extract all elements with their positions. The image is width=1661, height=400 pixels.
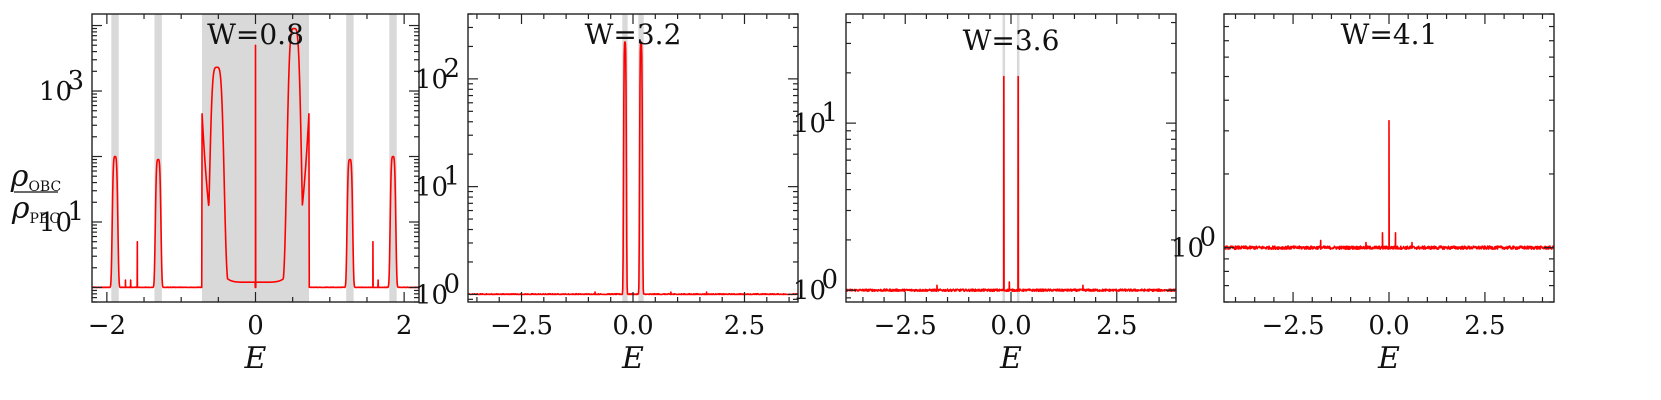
y-tick-label: 10: [39, 77, 72, 107]
y-tick-label: 10: [415, 173, 448, 203]
x-tick-label: 0.0: [1368, 311, 1409, 341]
y-tick-label: 10: [1171, 234, 1204, 264]
y-tick-exponent: 2: [443, 54, 460, 84]
x-axis-label: E: [244, 341, 267, 376]
x-tick-label: 2.5: [724, 311, 765, 341]
x-axis-label: E: [621, 341, 644, 376]
y-tick-exponent: 0: [1199, 223, 1216, 253]
svg-text:ρOBC: ρOBC: [10, 159, 61, 195]
y-tick-label: 10: [415, 280, 448, 310]
x-tick-label: 2: [396, 311, 413, 341]
y-tick-label: 10: [415, 65, 448, 95]
ylabel-numerator-sub: OBC: [28, 179, 61, 195]
x-tick-label: −2.5: [874, 311, 937, 341]
y-tick-exponent: 0: [443, 269, 460, 299]
x-tick-label: −2: [88, 311, 126, 341]
shaded-band: [111, 14, 119, 302]
x-tick-label: −2.5: [1261, 311, 1324, 341]
panel-4: −2.5 0.0 2.5 100 W=4.1 E: [1171, 13, 1555, 376]
series-line: [468, 41, 798, 296]
series-line: [92, 27, 419, 289]
shaded-band: [622, 14, 628, 302]
x-tick-label: 0.0: [612, 311, 653, 341]
axes-frame: [467, 13, 799, 303]
axes-frame: [845, 13, 1177, 303]
y-tick-label: 10: [793, 109, 826, 139]
ylabel-numerator: ρ: [10, 159, 29, 194]
y-tick-exponent: 3: [67, 66, 84, 96]
panel-title: W=3.6: [963, 24, 1060, 57]
x-tick-label: 2.5: [1096, 311, 1137, 341]
panel-title: W=0.8: [207, 18, 304, 51]
y-tick-exponent: 0: [821, 265, 838, 295]
shaded-bands: [1002, 14, 1020, 302]
svg-text:ρPBC: ρPBC: [11, 191, 60, 227]
panel-title: W=4.1: [1341, 18, 1438, 51]
y-tick-exponent: 1: [443, 162, 460, 192]
x-tick-label: 2.5: [1464, 311, 1505, 341]
shaded-bands: [622, 14, 644, 302]
series-line: [846, 75, 1176, 293]
shared-ylabel: ρOBC ρPBC: [10, 159, 61, 227]
shaded-band: [389, 14, 397, 302]
y-tick-exponent: 1: [821, 98, 838, 128]
x-tick-label: 0: [247, 311, 264, 341]
x-axis-label: E: [999, 341, 1022, 376]
y-tick-label: 10: [39, 208, 72, 238]
shaded-band: [346, 14, 354, 302]
series-line: [1224, 119, 1554, 251]
x-axis-label: E: [1377, 341, 1400, 376]
x-tick-label: 0.0: [990, 311, 1031, 341]
panel-title: W=3.2: [585, 18, 682, 51]
ylabel-denominator: ρ: [11, 191, 30, 226]
x-tick-label: −2.5: [490, 311, 553, 341]
y-tick-exponent: 1: [67, 197, 84, 227]
shaded-band: [638, 14, 644, 302]
shaded-band: [154, 14, 162, 302]
y-tick-label: 10: [793, 276, 826, 306]
ylabel-denominator-sub: PBC: [29, 211, 60, 227]
